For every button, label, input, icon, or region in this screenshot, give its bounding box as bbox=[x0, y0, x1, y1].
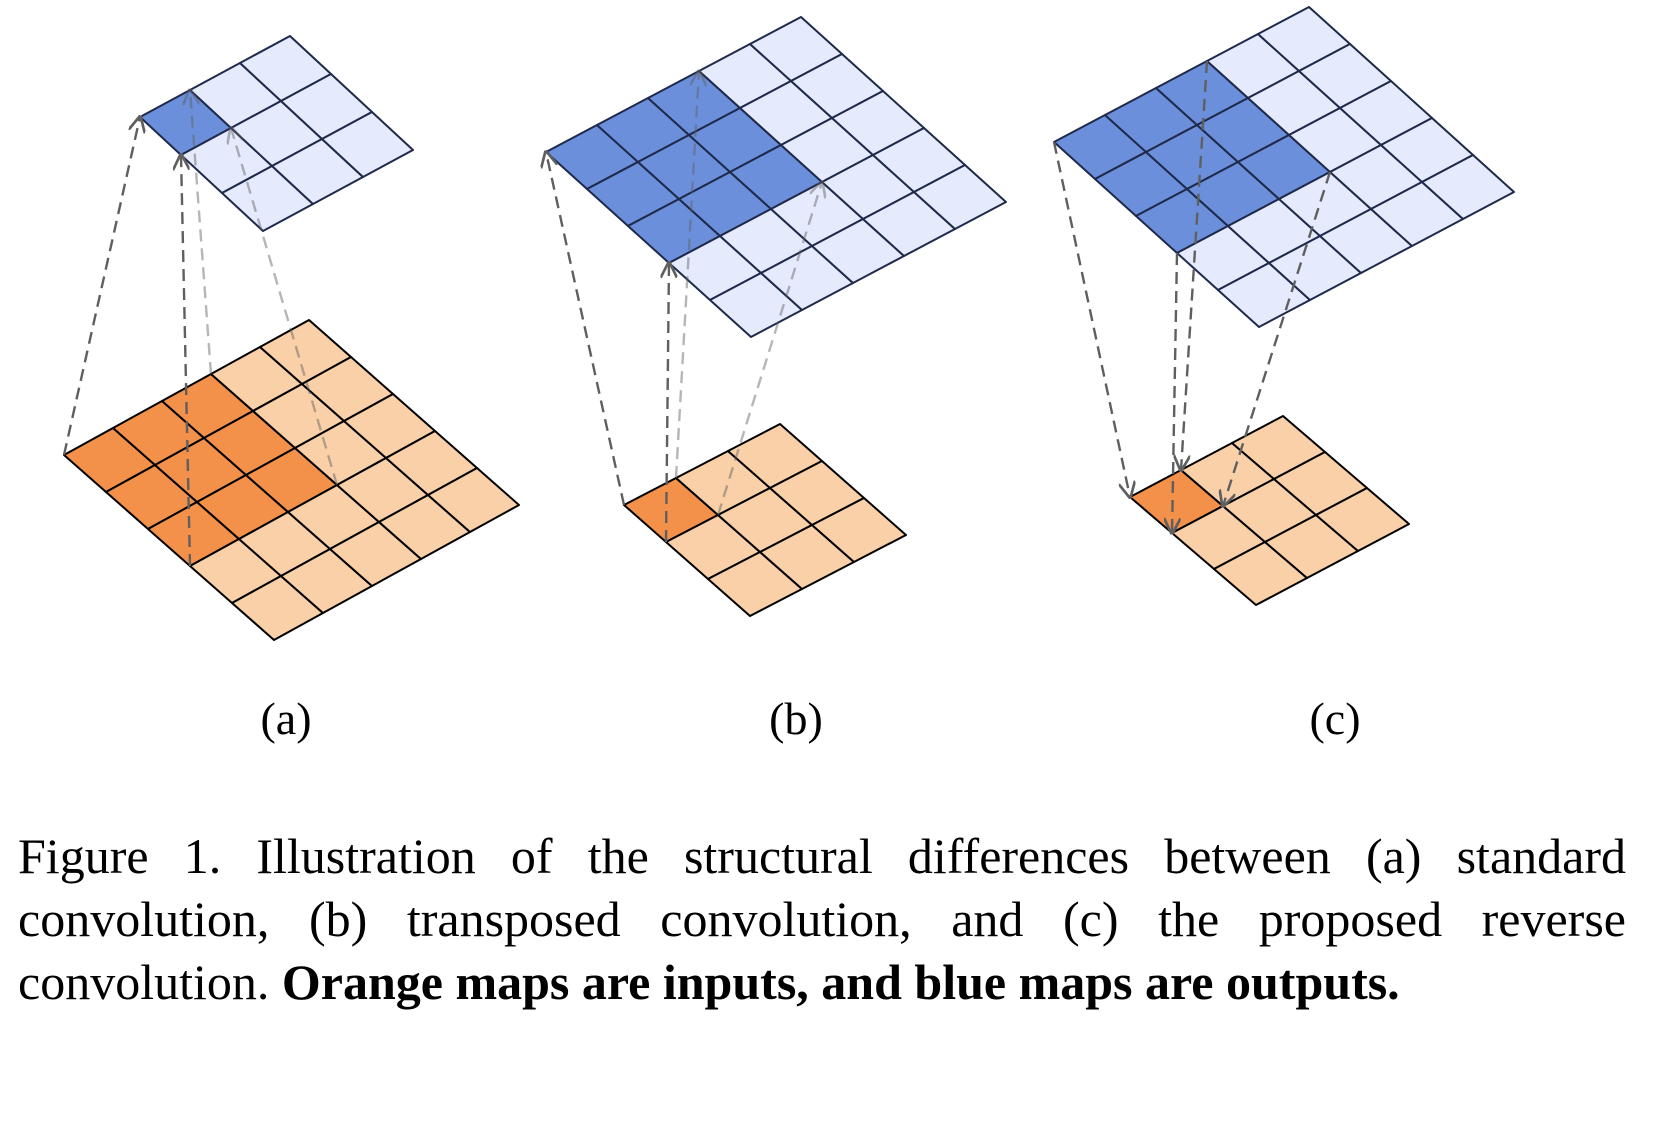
caption-text: Figure 1. Illustration of the structural… bbox=[18, 828, 1626, 1010]
panel-label-c: (c) bbox=[1309, 693, 1361, 744]
input-map-a-cell bbox=[427, 467, 520, 533]
arrow-a-3 bbox=[181, 155, 192, 567]
output-map-b-cell bbox=[913, 164, 1007, 230]
arrow-a-1 bbox=[190, 90, 213, 375]
figure-caption: Figure 1. Illustration of the structural… bbox=[18, 825, 1626, 1014]
output-map-c-cell bbox=[1421, 154, 1515, 220]
panel-b bbox=[545, 16, 1007, 617]
output-map-a bbox=[139, 35, 414, 232]
output-map-b bbox=[545, 16, 1007, 338]
arrow-b-1 bbox=[674, 71, 699, 479]
input-map-c-cell bbox=[1315, 487, 1410, 552]
figure: (a) (b) (c) bbox=[62, 6, 1515, 744]
panel-label-a: (a) bbox=[260, 693, 312, 744]
input-map-b-cell bbox=[811, 497, 907, 563]
caption-bold-text: Orange maps are inputs, and blue maps ar… bbox=[281, 954, 1400, 1010]
arrow-c-2 bbox=[1223, 171, 1332, 506]
arrow-b-0 bbox=[546, 152, 626, 506]
arrow-b-2 bbox=[716, 182, 822, 516]
arrow-a-0 bbox=[62, 117, 140, 456]
input-map-c bbox=[1129, 415, 1410, 606]
arrow-c-3 bbox=[1172, 252, 1177, 533]
arrow-c-1 bbox=[1181, 60, 1209, 470]
panel-a bbox=[63, 35, 520, 641]
input-map-b bbox=[623, 423, 907, 617]
convolution-diagram bbox=[62, 6, 1515, 641]
output-map-a-cell bbox=[321, 111, 414, 178]
arrow-c-0 bbox=[1052, 141, 1130, 497]
input-map-a bbox=[63, 319, 520, 641]
panel-c bbox=[1053, 6, 1515, 606]
arrow-a-2 bbox=[231, 128, 339, 486]
panel-label-b: (b) bbox=[769, 693, 823, 744]
arrow-b-3 bbox=[666, 263, 669, 543]
output-map-c bbox=[1053, 6, 1515, 328]
